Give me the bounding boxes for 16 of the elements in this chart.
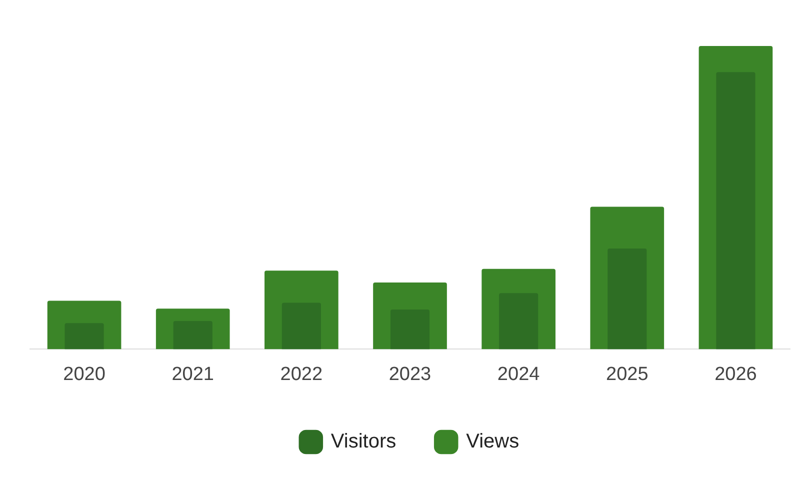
x-tick-label: 2024	[497, 364, 540, 385]
x-tick-label: 2025	[606, 364, 648, 385]
legend-label: Visitors	[330, 430, 396, 453]
bar	[499, 293, 538, 350]
x-tick-label: 2026	[714, 364, 757, 385]
x-tick-label: 2022	[280, 364, 323, 385]
bar	[608, 248, 647, 350]
bar	[716, 72, 756, 350]
x-tick-label: 2021	[172, 364, 214, 385]
x-tick-label: 2023	[388, 364, 432, 385]
bar	[173, 321, 212, 350]
bar	[64, 323, 104, 350]
bar	[282, 302, 321, 350]
x-tick-label: 2020	[63, 364, 106, 385]
legend-label: Views	[466, 430, 520, 453]
bar	[390, 309, 430, 350]
